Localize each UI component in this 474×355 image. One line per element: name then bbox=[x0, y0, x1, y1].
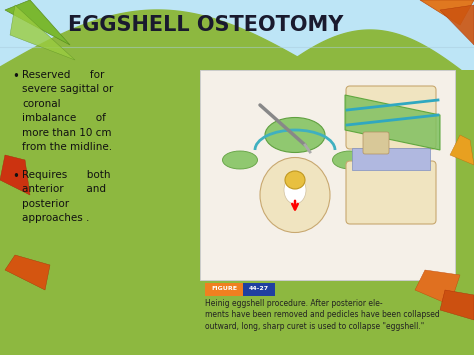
Polygon shape bbox=[0, 10, 320, 75]
Bar bbox=[200, 70, 455, 280]
Bar bbox=[0, 0, 474, 105]
Ellipse shape bbox=[265, 118, 325, 153]
FancyBboxPatch shape bbox=[346, 161, 436, 224]
Ellipse shape bbox=[222, 151, 257, 169]
Text: EGGSHELL OSTEOTOMY: EGGSHELL OSTEOTOMY bbox=[68, 15, 343, 35]
Text: •: • bbox=[12, 70, 19, 83]
Bar bbox=[205, 283, 243, 296]
Ellipse shape bbox=[260, 158, 330, 233]
Bar bbox=[243, 283, 275, 296]
Polygon shape bbox=[345, 95, 440, 150]
FancyBboxPatch shape bbox=[363, 132, 389, 154]
Polygon shape bbox=[450, 135, 474, 165]
Polygon shape bbox=[10, 5, 75, 60]
Polygon shape bbox=[440, 5, 474, 45]
Ellipse shape bbox=[284, 176, 306, 204]
Polygon shape bbox=[260, 30, 474, 90]
Bar bbox=[0, 70, 474, 355]
Text: FIGURE: FIGURE bbox=[211, 286, 237, 291]
Polygon shape bbox=[420, 0, 474, 25]
Polygon shape bbox=[5, 0, 70, 45]
FancyBboxPatch shape bbox=[346, 86, 436, 149]
Text: Heinig eggshell procedure. After posterior ele-
ments have been removed and pedi: Heinig eggshell procedure. After posteri… bbox=[205, 299, 440, 331]
Polygon shape bbox=[415, 270, 460, 305]
Text: Reserved      for
severe sagittal or
coronal
imbalance      of
more than 10 cm
f: Reserved for severe sagittal or coronal … bbox=[22, 70, 113, 152]
Polygon shape bbox=[0, 155, 30, 195]
Bar bbox=[352, 148, 430, 170]
Ellipse shape bbox=[332, 151, 367, 169]
Ellipse shape bbox=[285, 171, 305, 189]
Polygon shape bbox=[5, 255, 50, 290]
Text: 44-27: 44-27 bbox=[249, 286, 269, 291]
Text: •: • bbox=[12, 170, 19, 183]
Text: Requires      both
anterior       and
posterior
approaches .: Requires both anterior and posterior app… bbox=[22, 170, 110, 223]
Polygon shape bbox=[440, 290, 474, 320]
